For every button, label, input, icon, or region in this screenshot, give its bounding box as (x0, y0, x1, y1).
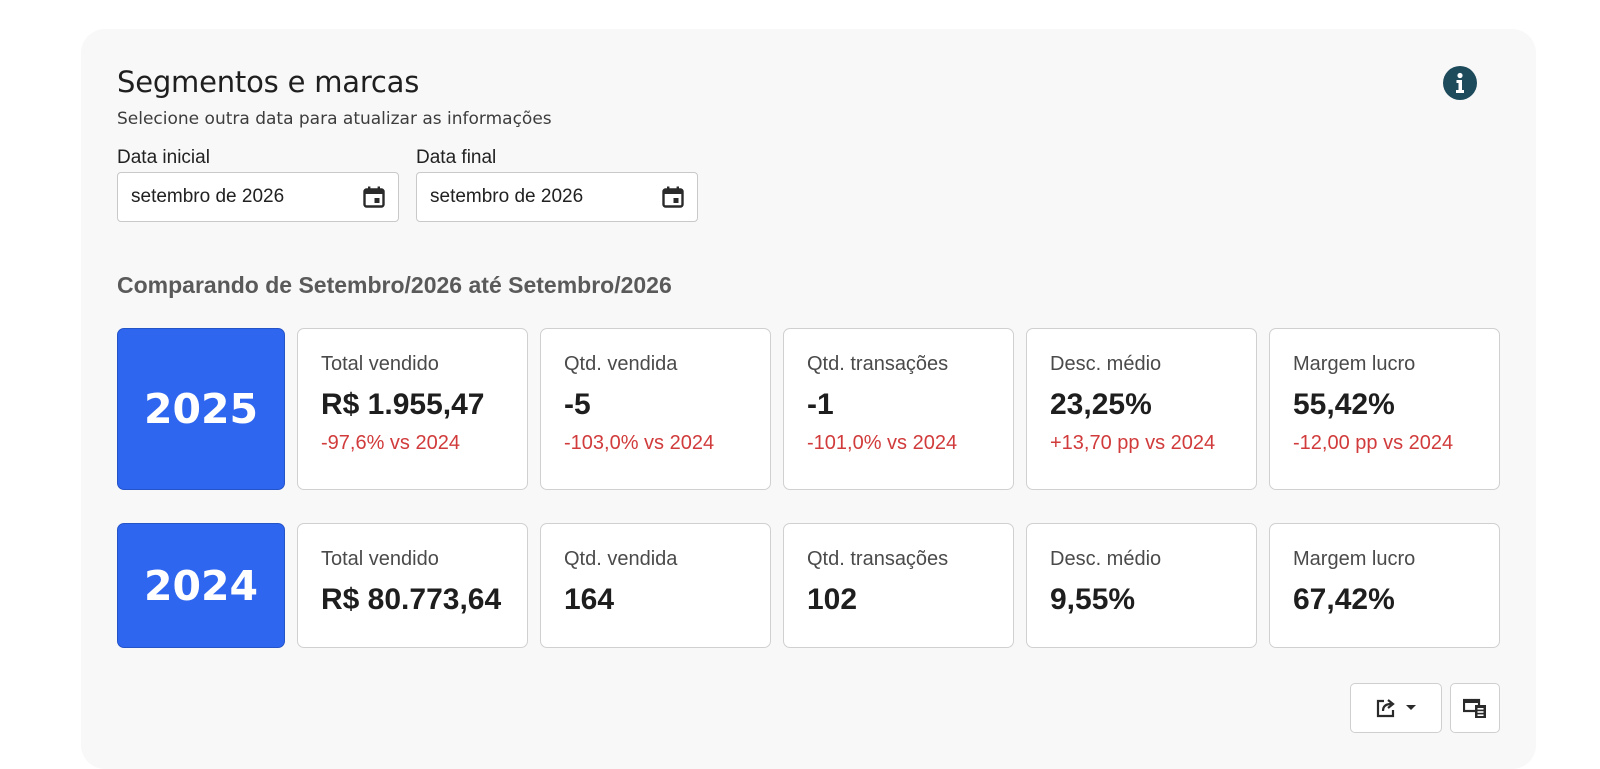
metric-delta: -12,00 pp vs 2024 (1293, 432, 1454, 454)
end-date-input[interactable]: setembro de 2026 (416, 172, 698, 222)
metric-delta: -103,0% vs 2024 (564, 432, 715, 454)
metric-label: Qtd. vendida (564, 353, 678, 375)
metric-card-qtd-vendida: Qtd. vendida 164 (540, 523, 771, 648)
metric-label: Desc. médio (1050, 353, 1162, 375)
metric-value: R$ 80.773,64 (321, 583, 502, 616)
metric-card-margem-lucro: Margem lucro 67,42% (1269, 523, 1500, 648)
metric-value: 164 (564, 583, 615, 616)
metric-card-qtd-transacoes: Qtd. transações 102 (783, 523, 1014, 648)
metric-value: 55,42% (1293, 388, 1395, 421)
metric-card-qtd-transacoes: Qtd. transações -1 -101,0% vs 2024 (783, 328, 1014, 490)
page-subtitle: Selecione outra data para atualizar as i… (117, 109, 552, 129)
metric-card-total-vendido: Total vendido R$ 80.773,64 (297, 523, 528, 648)
metric-label: Qtd. transações (807, 548, 949, 570)
metric-label: Desc. médio (1050, 548, 1162, 570)
metric-delta: -97,6% vs 2024 (321, 432, 460, 454)
year-badge-2025: 2025 (117, 328, 285, 490)
year-badge-2024: 2024 (117, 523, 285, 648)
metric-value: 9,55% (1050, 583, 1136, 616)
start-date-input[interactable]: setembro de 2026 (117, 172, 399, 222)
metric-value: 23,25% (1050, 388, 1152, 421)
metric-card-total-vendido: Total vendido R$ 1.955,47 -97,6% vs 2024 (297, 328, 528, 490)
metric-label: Margem lucro (1293, 353, 1416, 375)
metric-card-desc-medio: Desc. médio 9,55% (1026, 523, 1257, 648)
metric-delta: -101,0% vs 2024 (807, 432, 958, 454)
metric-label: Qtd. vendida (564, 548, 678, 570)
start-date-label: Data inicial (117, 147, 210, 168)
page-title: Segmentos e marcas (117, 65, 420, 99)
metric-value: R$ 1.955,47 (321, 388, 485, 421)
metric-card-margem-lucro: Margem lucro 55,42% -12,00 pp vs 2024 (1269, 328, 1500, 490)
metric-label: Margem lucro (1293, 548, 1416, 570)
calendar-icon[interactable] (363, 186, 385, 208)
metric-value: 67,42% (1293, 583, 1395, 616)
end-date-label: Data final (416, 147, 497, 168)
metric-value: -5 (564, 388, 591, 421)
segments-panel: Segmentos e marcas Selecione outra data … (81, 29, 1536, 769)
info-icon[interactable] (1443, 66, 1477, 100)
layout-toggle-button[interactable] (1450, 683, 1500, 733)
metric-card-desc-medio: Desc. médio 23,25% +13,70 pp vs 2024 (1026, 328, 1257, 490)
metric-label: Qtd. transações (807, 353, 949, 375)
layout-icon (1463, 698, 1486, 718)
export-menu-button[interactable] (1350, 683, 1442, 733)
metric-label: Total vendido (321, 353, 439, 375)
calendar-icon[interactable] (662, 186, 684, 208)
export-icon (1376, 699, 1395, 718)
caret-down-icon (1406, 705, 1416, 710)
metric-label: Total vendido (321, 548, 439, 570)
comparison-title: Comparando de Setembro/2026 até Setembro… (117, 272, 672, 298)
start-date-value: setembro de 2026 (131, 186, 285, 207)
metric-value: -1 (807, 388, 834, 421)
metric-card-qtd-vendida: Qtd. vendida -5 -103,0% vs 2024 (540, 328, 771, 490)
metric-delta: +13,70 pp vs 2024 (1050, 432, 1216, 454)
metric-value: 102 (807, 583, 858, 616)
end-date-value: setembro de 2026 (430, 186, 584, 207)
